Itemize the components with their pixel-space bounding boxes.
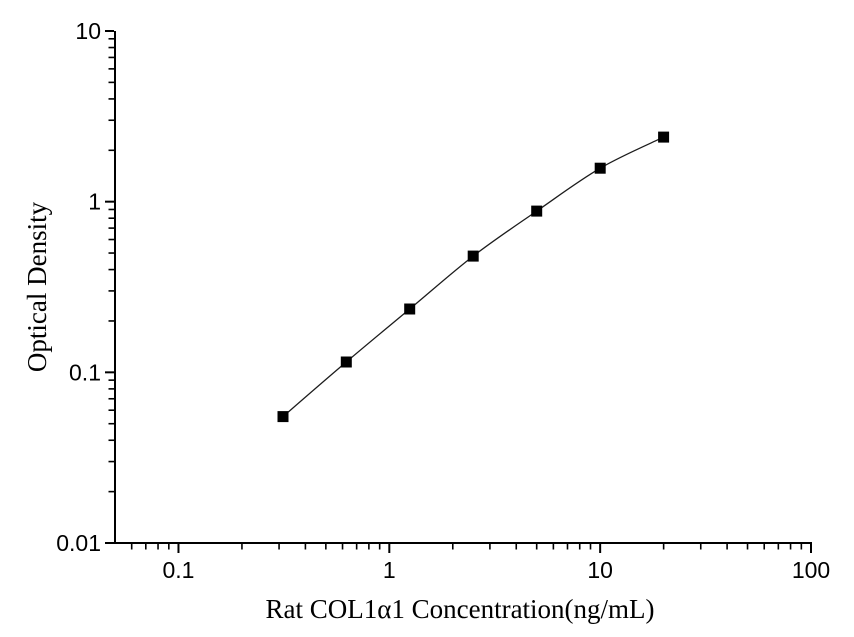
fit-curve [282,136,664,418]
y-axis-title: Optical Density [22,201,52,372]
data-point-marker [531,205,543,217]
x-tick-label: 0.1 [162,557,194,583]
axes [114,31,812,544]
x-tick-label: 1 [383,557,396,583]
standard-curve-line [282,136,664,418]
x-tick-label: 100 [792,557,830,583]
data-point-marker [340,356,352,368]
axis-tick-labels: 0.1 1 10 100 0.01 0.1 1 10 [56,18,830,583]
y-tick-label: 10 [75,18,101,44]
x-axis-title: Rat COL1α1 Concentration(ng/mL) [265,594,654,624]
data-point-marker [404,303,416,315]
data-point-marker [467,250,479,262]
data-points [277,131,670,423]
data-point-marker [594,162,606,174]
data-point-marker [277,411,289,423]
axis-ticks [105,30,812,553]
data-point-marker [658,131,670,143]
x-tick-label: 10 [587,557,613,583]
y-tick-label: 0.01 [56,530,101,556]
y-tick-label: 1 [88,189,101,215]
y-tick-label: 0.1 [69,359,101,385]
